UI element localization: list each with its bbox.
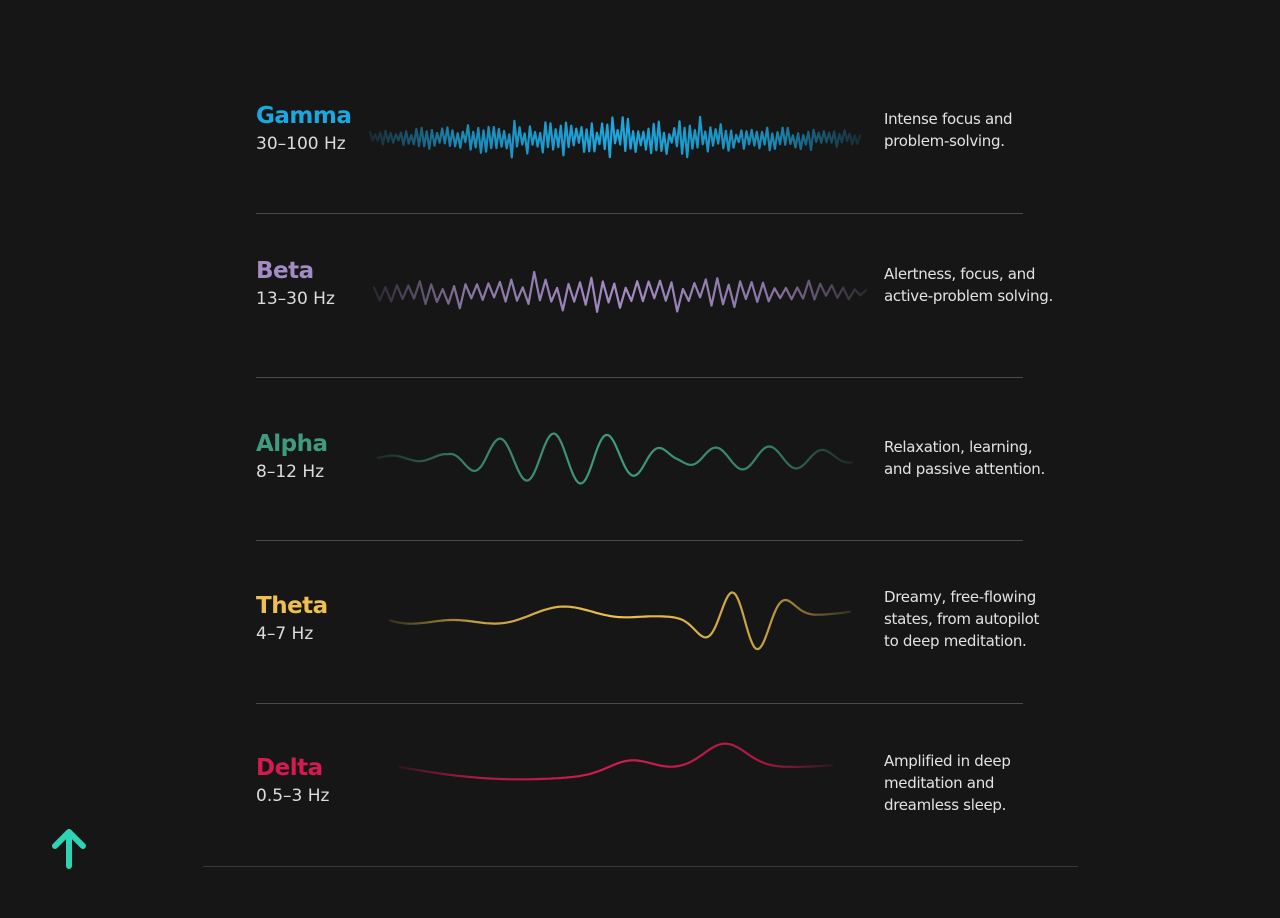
wave-row-gamma: Gamma 30–100 Hz Intense focus and proble… [0,70,1280,190]
wave-frequency: 0.5–3 Hz [256,786,330,806]
wave-name: Alpha [256,431,328,457]
wave-description: Relaxation, learning, and passive attent… [884,438,1045,478]
alpha-waveform [376,432,854,485]
wave-name: Beta [256,258,314,284]
waveform-line [388,591,852,651]
delta-waveform [398,742,834,781]
wave-description: Intense focus and problem-solving. [884,110,1013,150]
wave-name: Theta [256,593,328,619]
waveform-line [398,742,834,781]
wave-name: Gamma [256,103,352,129]
arrow-up-icon [52,829,86,869]
wave-row-delta: Delta 0.5–3 Hz Amplified in deep meditat… [0,722,1280,842]
wave-row-theta: Theta 4–7 Hz Dreamy, free-flowing states… [0,560,1280,680]
wave-frequency: 4–7 Hz [256,624,314,644]
wave-frequency: 30–100 Hz [256,134,346,154]
waveform-line [376,432,854,485]
wave-row-beta: Beta 13–30 Hz Alertness, focus, and acti… [0,225,1280,345]
divider [256,540,1023,541]
divider [256,213,1023,214]
wave-frequency: 13–30 Hz [256,289,335,309]
divider [256,377,1023,378]
divider [256,703,1023,704]
wave-row-alpha: Alpha 8–12 Hz Relaxation, learning, and … [0,398,1280,518]
beta-waveform [372,270,868,313]
waveform-line [368,115,862,159]
waveform-line [372,270,868,313]
wave-description: Dreamy, free-flowing states, from autopi… [884,588,1040,650]
theta-waveform [388,591,852,651]
wave-name: Delta [256,755,323,781]
wave-description: Alertness, focus, and active-problem sol… [884,265,1053,305]
gamma-waveform [368,115,862,159]
footer-divider [203,866,1078,867]
wave-frequency: 8–12 Hz [256,462,325,482]
wave-description: Amplified in deep meditation and dreamle… [884,752,1011,814]
